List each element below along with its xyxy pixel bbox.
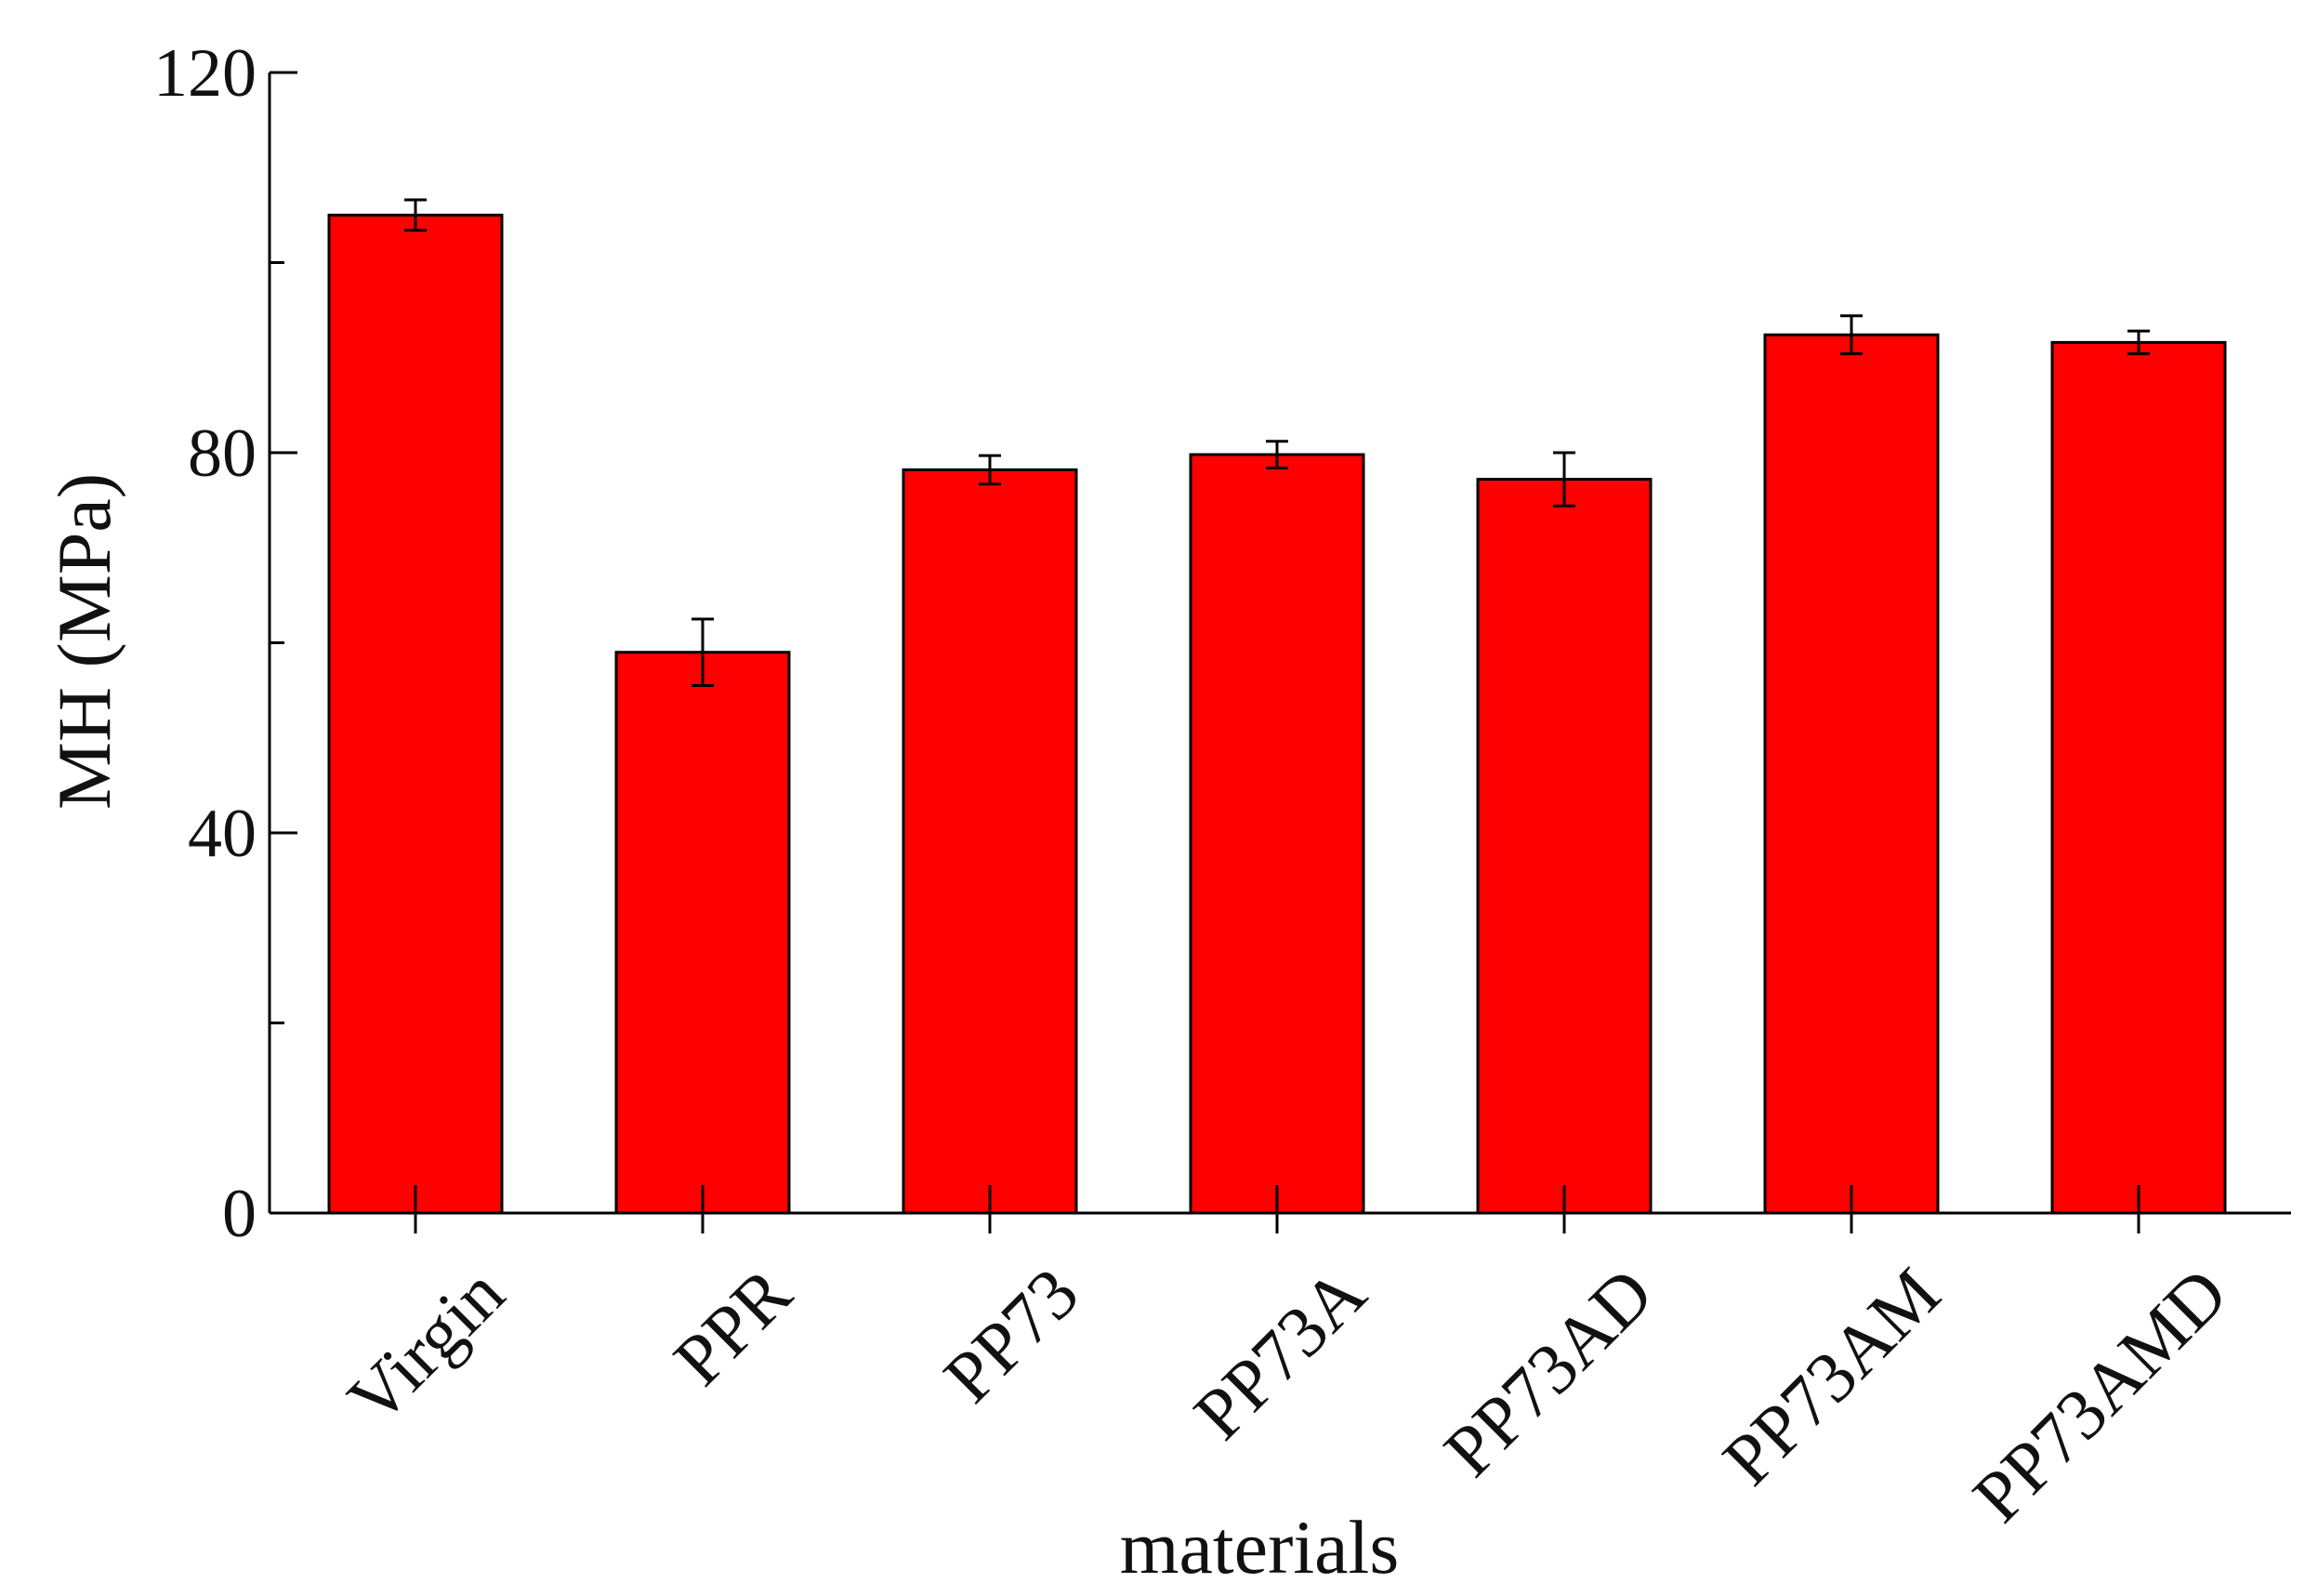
bar-pp73 (902, 468, 1078, 1215)
x-tick-label-pp73amd: PP73AMD (1957, 1252, 2243, 1537)
y-tick-label: 0 (222, 1176, 257, 1252)
bar-ppr (614, 651, 791, 1215)
x-tick-label-ppr: PPR (658, 1252, 807, 1401)
y-tick-label: 80 (188, 415, 257, 492)
error-bar-pp73 (979, 454, 1001, 486)
y-ticks-layer: 0 40 80 120 (153, 35, 297, 1252)
error-bar-pp73am (1840, 314, 1863, 356)
bar-pp73ad (1476, 478, 1653, 1215)
x-tick-label-pp73am: PP73AM (1707, 1252, 1956, 1500)
error-bar-pp73a (1266, 440, 1288, 469)
bar-virgin (327, 213, 504, 1215)
x-tick-label-pp73ad: PP73AD (1429, 1252, 1668, 1492)
error-bar-pp73ad (1553, 451, 1575, 508)
error-bar-virgin (404, 198, 427, 232)
error-bar-ppr (692, 617, 714, 688)
error-bar-pp73amd (2127, 329, 2150, 356)
bar-pp73am (1763, 333, 1940, 1215)
bar-pp73a (1189, 453, 1365, 1215)
x-axis-title: materials (1120, 1505, 1400, 1589)
x-ticks-layer: Virgin PPR PP73 PP73A PP73AD PP73AM PP73AMD (332, 1185, 2243, 1537)
x-tick-label-pp73a: PP73A (1179, 1252, 1381, 1455)
y-tick-label: 40 (188, 796, 257, 872)
x-tick-label-pp73: PP73 (929, 1252, 1094, 1418)
bar-pp73amd (2050, 340, 2227, 1215)
bars-layer (327, 213, 2227, 1215)
y-tick-label: 120 (153, 35, 257, 112)
error-bars-layer (404, 198, 2150, 688)
x-tick-label-virgin: Virgin (332, 1252, 519, 1439)
y-axis-title: MH (MPa) (42, 473, 126, 810)
